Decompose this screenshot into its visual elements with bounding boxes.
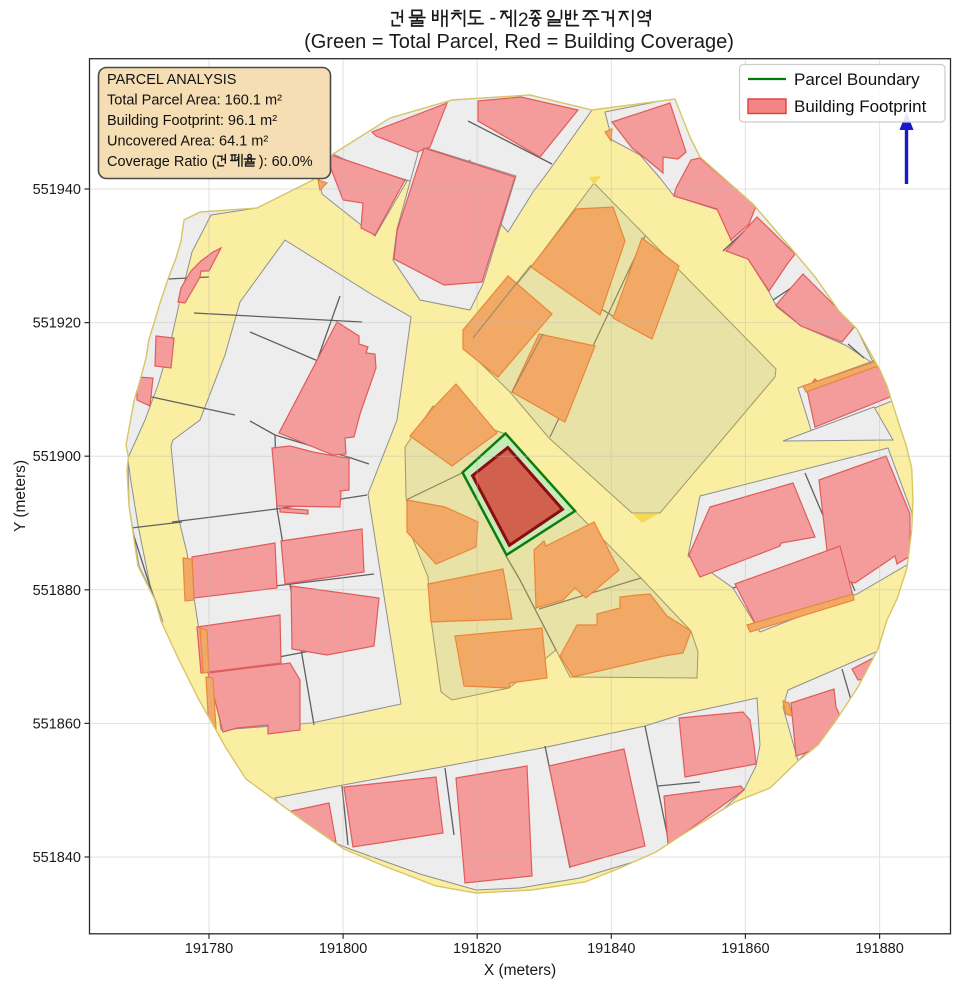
svg-text:551880: 551880 (33, 583, 81, 599)
svg-text:X (meters): X (meters) (484, 962, 556, 979)
svg-text:Coverage Ratio (: Coverage Ratio ( (107, 154, 217, 170)
svg-text:Building Footprint: 96.1 m²: Building Footprint: 96.1 m² (107, 113, 277, 129)
svg-text:191840: 191840 (587, 941, 635, 957)
svg-text:2: 2 (518, 10, 529, 31)
svg-text:551840: 551840 (33, 850, 81, 866)
svg-text:Total Parcel Area: 160.1 m²: Total Parcel Area: 160.1 m² (107, 93, 282, 109)
svg-text:551860: 551860 (33, 716, 81, 732)
svg-text:191780: 191780 (185, 941, 233, 957)
svg-text:Building Footprint: Building Footprint (794, 97, 927, 116)
svg-text:): 60.0%: ): 60.0% (259, 154, 313, 170)
svg-text:(Green = Total Parcel, Red = B: (Green = Total Parcel, Red = Building Co… (304, 31, 734, 53)
svg-text:191880: 191880 (855, 941, 903, 957)
svg-text:191860: 191860 (721, 941, 769, 957)
svg-text:191800: 191800 (319, 941, 367, 957)
svg-text:Y (meters): Y (meters) (12, 460, 29, 532)
svg-text:-: - (490, 7, 497, 29)
svg-text:551900: 551900 (33, 449, 81, 465)
svg-text:551940: 551940 (33, 182, 81, 198)
svg-text:551920: 551920 (33, 316, 81, 332)
svg-text:Parcel Boundary: Parcel Boundary (794, 70, 920, 89)
svg-text:191820: 191820 (453, 941, 501, 957)
svg-text:Uncovered Area: 64.1 m²: Uncovered Area: 64.1 m² (107, 134, 268, 150)
svg-text:PARCEL ANALYSIS: PARCEL ANALYSIS (107, 72, 236, 88)
